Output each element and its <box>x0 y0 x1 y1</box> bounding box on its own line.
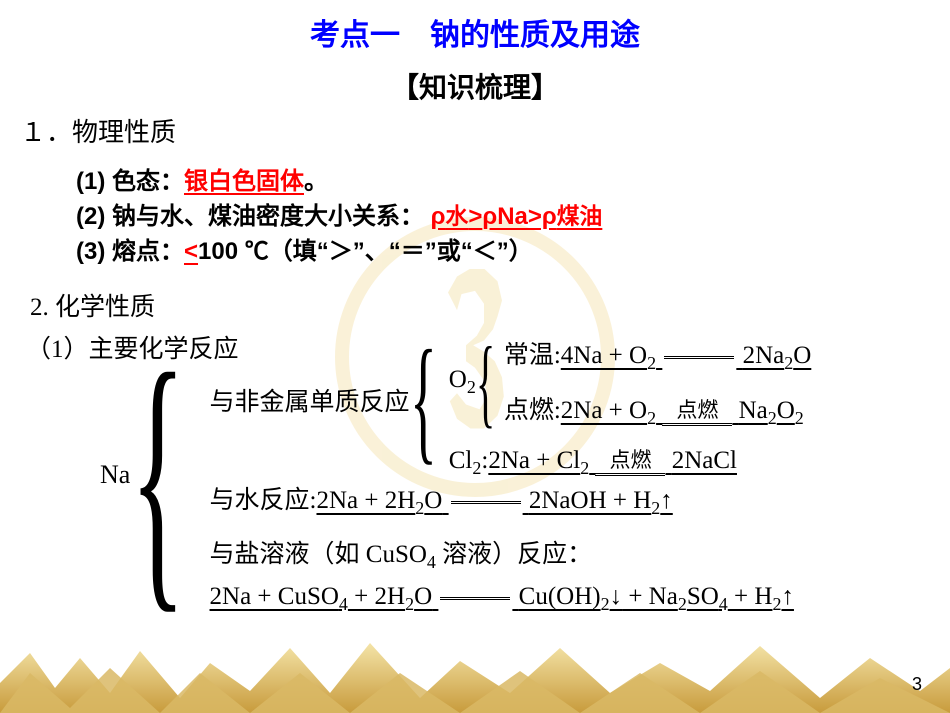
item2-value: ρ水>ρNa>ρ煤油 <box>431 203 603 230</box>
reactions-block: （1）主要化学反应 Na { 与非金属单质反应 { O2 { <box>0 329 950 615</box>
brace-o2: { <box>476 337 495 427</box>
o2-label: O2 <box>449 366 476 398</box>
o2-row: O2 { 常温:4Na + O2 2Na2O 点燃:2Na + O2 点燃 Na… <box>449 335 812 429</box>
item3-suffix: 100 ℃（填“＞”、“＝”或“＜”） <box>198 238 533 265</box>
eq-o2-room: 常温:4Na + O2 2Na2O <box>504 335 811 374</box>
slide-title: 考点一 钠的性质及用途 <box>0 0 950 54</box>
na-label: Na <box>100 460 130 490</box>
nonmetal-row: 与非金属单质反应 { O2 { 常温:4Na + O2 2Na2O <box>210 335 812 465</box>
item1-suffix: 。 <box>304 168 328 195</box>
brace-nonmetal: { <box>410 337 437 463</box>
nonmetal-label: 与非金属单质反应 <box>210 382 410 418</box>
item-melting-point: (3) 熔点：<100 ℃（填“＞”、“＝”或“＜”） <box>76 235 950 270</box>
brace-na: { <box>130 345 186 606</box>
section1-heading: １．物理性质 <box>0 112 950 149</box>
item-color-state: (1) 色态：银白色固体。 <box>76 165 950 200</box>
eq-o2-ignite: 点燃:2Na + O2 点燃 Na2O2 <box>504 390 811 429</box>
eq-water: 与水反应:2Na + 2H2O 2NaOH + H2↑ <box>210 480 812 519</box>
item3-label: (3) 熔点： <box>76 238 184 265</box>
item2-label: (2) 钠与水、煤油密度大小关系： <box>76 203 424 230</box>
eq-cl2: Cl2:2Na + Cl2 点燃 2NaCl <box>449 447 812 479</box>
item1-value: 银白色固体 <box>184 168 304 195</box>
item-density: (2) 钠与水、煤油密度大小关系： ρ水>ρNa>ρ煤油 <box>76 200 950 235</box>
eq-salt: 2Na + CuSO4 + 2H2O Cu(OH)2↓ + Na2SO4 + H… <box>210 583 812 615</box>
salt-label: 与盐溶液（如 CuSO4 溶液）反应： <box>210 534 812 573</box>
item1-label: (1) 色态： <box>76 168 184 195</box>
section1-body: (1) 色态：银白色固体。 (2) 钠与水、煤油密度大小关系： ρ水>ρNa>ρ… <box>0 165 950 269</box>
page-number: 3 <box>912 674 922 695</box>
slide-subtitle: 【知识梳理】 <box>0 66 950 106</box>
mountain-footer-decoration <box>0 643 950 713</box>
eq-salt-block: 与盐溶液（如 CuSO4 溶液）反应： 2Na + CuSO4 + 2H2O C… <box>210 534 812 615</box>
item3-value: < <box>184 238 198 265</box>
slide-content: 考点一 钠的性质及用途 【知识梳理】 １．物理性质 (1) 色态：银白色固体。 … <box>0 0 950 615</box>
